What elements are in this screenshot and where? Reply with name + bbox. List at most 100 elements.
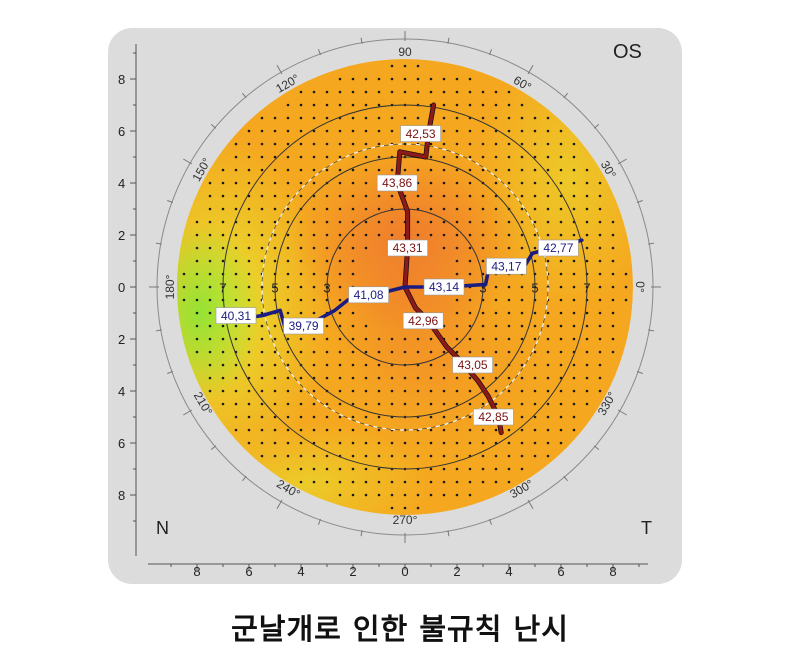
grid-dot bbox=[442, 168, 446, 172]
grid-dot bbox=[546, 116, 550, 120]
grid-dot bbox=[507, 376, 511, 380]
grid-dot bbox=[533, 415, 537, 419]
grid-dot bbox=[260, 194, 264, 198]
angle-tick-mark bbox=[167, 199, 174, 203]
grid-dot bbox=[468, 389, 472, 393]
grid-dot bbox=[468, 467, 472, 471]
grid-dot bbox=[377, 207, 381, 211]
grid-dot bbox=[533, 337, 537, 341]
grid-dot bbox=[481, 441, 485, 445]
grid-dot bbox=[247, 246, 251, 250]
grid-dot bbox=[533, 129, 537, 133]
grid-dot bbox=[247, 129, 251, 133]
grid-dot bbox=[364, 194, 368, 198]
grid-dot bbox=[247, 441, 251, 445]
grid-dot bbox=[429, 467, 433, 471]
grid-dot bbox=[455, 467, 459, 471]
steep-value-label: 42,96 bbox=[408, 314, 438, 328]
grid-dot bbox=[494, 350, 498, 354]
grid-dot bbox=[351, 168, 355, 172]
grid-dot bbox=[247, 415, 251, 419]
grid-dot bbox=[481, 142, 485, 146]
grid-dot bbox=[377, 77, 381, 81]
grid-dot bbox=[195, 337, 199, 341]
grid-dot bbox=[416, 350, 420, 354]
grid-dot bbox=[442, 363, 446, 367]
grid-dot bbox=[442, 220, 446, 224]
grid-dot bbox=[208, 298, 212, 302]
grid-dot bbox=[299, 246, 303, 250]
grid-dot bbox=[312, 129, 316, 133]
grid-dot bbox=[546, 324, 550, 328]
grid-dot bbox=[416, 506, 420, 510]
steep-value-label-box bbox=[376, 174, 418, 192]
grid-dot bbox=[234, 376, 238, 380]
grid-dot bbox=[312, 116, 316, 120]
grid-dot bbox=[390, 480, 394, 484]
grid-dot bbox=[481, 155, 485, 159]
grid-dot bbox=[507, 129, 511, 133]
grid-dot bbox=[416, 402, 420, 406]
grid-dot bbox=[364, 220, 368, 224]
grid-dot bbox=[520, 129, 524, 133]
grid-dot bbox=[481, 194, 485, 198]
grid-dot bbox=[338, 493, 342, 497]
grid-dot bbox=[195, 350, 199, 354]
grid-dot bbox=[247, 142, 251, 146]
grid-dot bbox=[611, 324, 615, 328]
grid-dot bbox=[507, 194, 511, 198]
grid-dot bbox=[520, 363, 524, 367]
grid-dot bbox=[221, 246, 225, 250]
grid-dot bbox=[299, 428, 303, 432]
grid-dot bbox=[390, 376, 394, 380]
grid-dot bbox=[364, 402, 368, 406]
grid-dot bbox=[546, 350, 550, 354]
grid-dot bbox=[468, 246, 472, 250]
ring-label: 7 bbox=[583, 280, 590, 295]
grid-dot bbox=[559, 194, 563, 198]
grid-dot bbox=[325, 402, 329, 406]
grid-dot bbox=[494, 168, 498, 172]
grid-dot bbox=[572, 181, 576, 185]
grid-dot bbox=[208, 376, 212, 380]
grid-dot bbox=[520, 428, 524, 432]
grid-dot bbox=[260, 129, 264, 133]
angle-tick-mark bbox=[276, 65, 283, 75]
grid-dot bbox=[273, 402, 277, 406]
grid-dot bbox=[299, 454, 303, 458]
grid-dot bbox=[299, 415, 303, 419]
grid-dot bbox=[585, 181, 589, 185]
grid-dot bbox=[598, 220, 602, 224]
grid-dot bbox=[403, 116, 407, 120]
grid-dot bbox=[377, 441, 381, 445]
grid-dot bbox=[494, 298, 498, 302]
grid-dot bbox=[364, 168, 368, 172]
angle-ticks bbox=[149, 31, 661, 543]
grid-dot bbox=[286, 246, 290, 250]
grid-dot bbox=[520, 285, 524, 289]
grid-dot bbox=[234, 233, 238, 237]
grid-dot bbox=[468, 155, 472, 159]
grid-dot bbox=[572, 285, 576, 289]
topography-panel: 8 6 4 2 0 2 4 6 8 8 6 4 2 0 2 4 6 8 3 5 7 3 5 7 42,53 43,86 43,3… bbox=[108, 28, 682, 584]
grid-dot bbox=[286, 181, 290, 185]
angle-tick-mark bbox=[447, 37, 450, 44]
grid-dot bbox=[338, 259, 342, 263]
grid-dot bbox=[260, 454, 264, 458]
grid-dot bbox=[585, 376, 589, 380]
grid-dot bbox=[468, 350, 472, 354]
grid-dot bbox=[533, 116, 537, 120]
grid-dot bbox=[429, 493, 433, 497]
grid-dot bbox=[585, 350, 589, 354]
grid-dot bbox=[507, 428, 511, 432]
grid-dot bbox=[182, 272, 186, 276]
nasal-label: N bbox=[156, 518, 169, 538]
grid-dot bbox=[520, 454, 524, 458]
grid-dot bbox=[624, 272, 628, 276]
grid-dot bbox=[273, 350, 277, 354]
angle-tick-mark bbox=[563, 92, 569, 99]
grid-dot bbox=[455, 428, 459, 432]
grid-dot bbox=[312, 402, 316, 406]
grid-dot bbox=[299, 155, 303, 159]
grid-dot bbox=[351, 103, 355, 107]
